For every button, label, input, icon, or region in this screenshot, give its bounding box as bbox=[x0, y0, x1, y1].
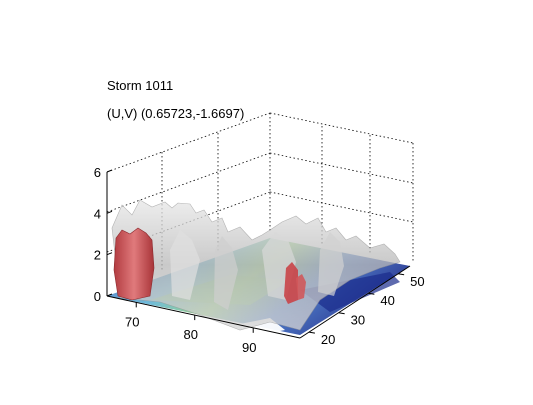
x-tick-label-2: 90 bbox=[242, 340, 256, 355]
z-tick-2 bbox=[106, 210, 113, 214]
y-tick-label-2: 40 bbox=[380, 293, 394, 308]
x-tick-label-1: 80 bbox=[183, 327, 197, 342]
y-tick-3 bbox=[398, 273, 405, 276]
y-tick-label-3: 50 bbox=[410, 274, 424, 289]
y-tick-1 bbox=[338, 312, 345, 315]
z-tick-label-2: 4 bbox=[94, 206, 101, 221]
outer-isosurface bbox=[111, 199, 401, 331]
x-tick-label-0: 70 bbox=[125, 314, 139, 329]
z-tick-label-3: 6 bbox=[94, 165, 101, 180]
z-tick-label-1: 2 bbox=[94, 248, 101, 263]
y-tick-label-0: 20 bbox=[321, 332, 335, 347]
z-tick-3 bbox=[106, 169, 113, 173]
y-axis-ticks: 20 30 40 50 bbox=[308, 273, 425, 347]
z-axis-ticks: 0 2 4 6 bbox=[94, 165, 113, 304]
chart-title-uv: (U,V) (0.65723,-1.6697) bbox=[107, 106, 245, 121]
z-tick-1 bbox=[106, 252, 113, 256]
axes-box bbox=[106, 172, 411, 339]
z-tick-0 bbox=[106, 293, 113, 297]
y-tick-0 bbox=[308, 331, 316, 334]
y-tick-label-1: 30 bbox=[351, 313, 365, 328]
z-tick-label-0: 0 bbox=[94, 289, 101, 304]
core-isosurface bbox=[113, 227, 306, 304]
x-axis-ticks: 70 80 90 bbox=[125, 302, 256, 355]
y-tick-2 bbox=[368, 292, 375, 295]
chart-title-storm: Storm 1011 bbox=[107, 78, 174, 93]
